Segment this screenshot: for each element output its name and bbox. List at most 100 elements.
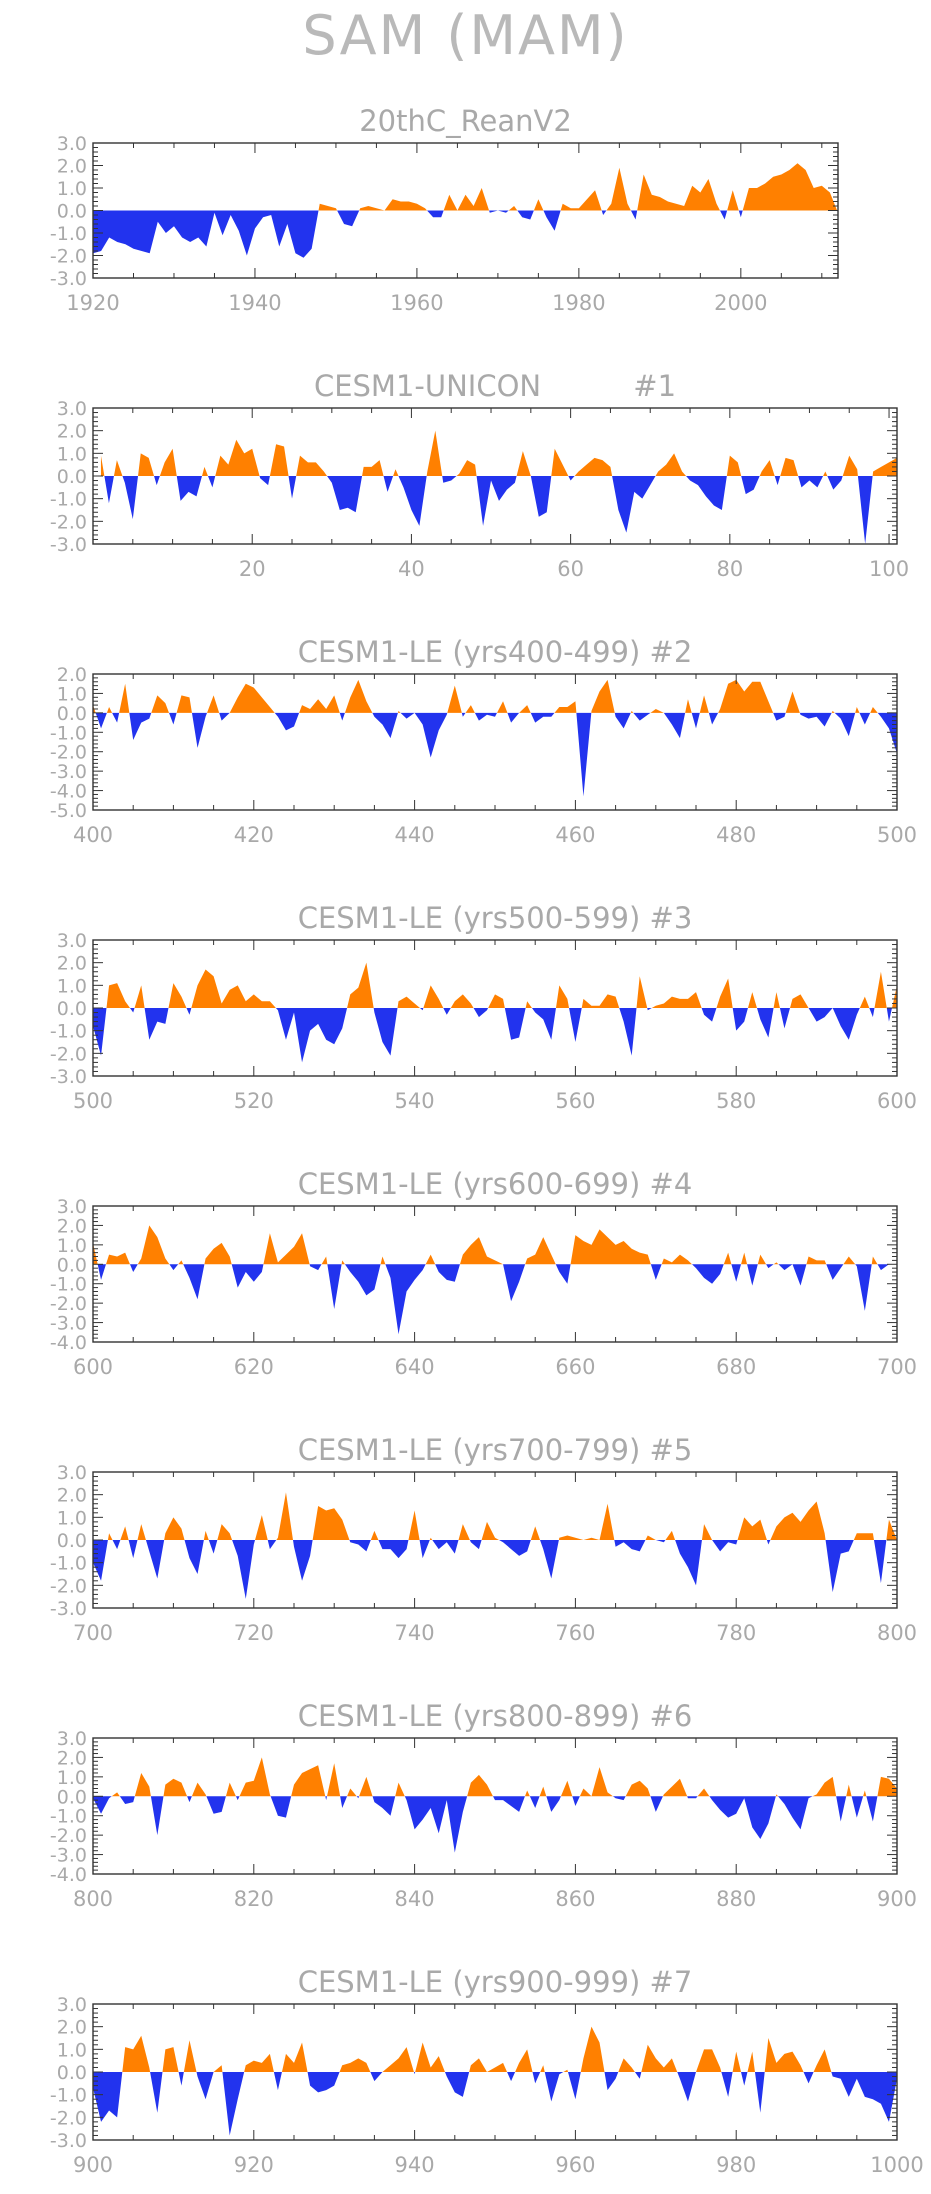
x-tick-label: 500: [73, 1089, 113, 1113]
y-tick-label: -3.0: [50, 1598, 87, 1620]
panel-title: CESM1-LE (yrs400-499) #2: [298, 635, 693, 669]
y-tick-label: 0.0: [57, 703, 87, 725]
negative-area: [93, 1540, 897, 1599]
negative-area: [93, 712, 897, 797]
x-tick-label: 720: [234, 1621, 274, 1645]
x-tick-label: 680: [716, 1355, 756, 1379]
x-tick-label: 2000: [714, 291, 767, 315]
x-tick-label: 420: [234, 823, 274, 847]
panel-title: CESM1-LE (yrs900-999) #7: [298, 1965, 693, 1999]
y-tick-label: 3.0: [57, 133, 87, 155]
x-tick-label: 60: [557, 557, 584, 581]
x-tick-label: 80: [716, 557, 743, 581]
x-tick-label: 600: [73, 1355, 113, 1379]
y-tick-label: -2.0: [50, 511, 87, 533]
positive-area: [100, 430, 898, 476]
x-tick-label: 20: [239, 557, 266, 581]
y-tick-label: 1.0: [57, 1235, 87, 1257]
negative-area: [93, 1008, 897, 1063]
x-tick-label: 840: [395, 1887, 435, 1911]
y-tick-label: 2.0: [57, 953, 87, 975]
y-tick-label: 0.0: [57, 998, 87, 1020]
y-tick-label: -3.0: [50, 268, 87, 290]
negative-area: [93, 2072, 897, 2136]
y-tick-label: 1.0: [57, 683, 87, 705]
x-tick-label: 900: [73, 2153, 113, 2177]
x-tick-label: 560: [555, 1089, 595, 1113]
y-tick-label: -3.0: [50, 534, 87, 556]
y-tick-label: -2.0: [50, 1293, 87, 1315]
y-tick-label: -5.0: [50, 800, 87, 822]
x-tick-label: 700: [73, 1621, 113, 1645]
positive-area: [93, 679, 897, 713]
y-tick-label: -2.0: [50, 1575, 87, 1597]
x-tick-label: 400: [73, 823, 113, 847]
y-tick-label: 0.0: [57, 1254, 87, 1276]
y-tick-label: 0.0: [57, 466, 87, 488]
y-tick-label: 1.0: [57, 1507, 87, 1529]
y-tick-label: 3.0: [57, 1994, 87, 2016]
positive-area: [93, 1492, 897, 1540]
negative-area: [93, 1796, 897, 1853]
y-tick-label: 3.0: [57, 1728, 87, 1750]
x-tick-label: 440: [395, 823, 435, 847]
y-tick-label: -1.0: [50, 1553, 87, 1575]
y-tick-label: -1.0: [50, 1806, 87, 1828]
y-tick-label: -3.0: [50, 1313, 87, 1335]
y-tick-label: 3.0: [57, 398, 87, 420]
y-tick-label: -1.0: [50, 489, 87, 511]
x-tick-label: 1940: [228, 291, 281, 315]
negative-area: [100, 476, 898, 544]
y-tick-label: -1.0: [50, 223, 87, 245]
positive-area: [93, 1757, 897, 1797]
x-tick-label: 980: [716, 2153, 756, 2177]
x-tick-label: 1000: [870, 2153, 923, 2177]
y-tick-label: -3.0: [50, 2130, 87, 2152]
y-tick-label: 3.0: [57, 930, 87, 952]
figure-title: SAM (MAM): [302, 4, 629, 67]
negative-area: [93, 210, 838, 258]
plot-frame: [92, 673, 898, 811]
y-tick-label: -1.0: [50, 1021, 87, 1043]
panel-title: CESM1-UNICON #1: [314, 369, 676, 403]
y-tick-label: -1.0: [50, 2085, 87, 2107]
y-tick-label: 2.0: [57, 421, 87, 443]
x-tick-label: 800: [73, 1887, 113, 1911]
y-tick-label: 2.0: [57, 1485, 87, 1507]
panel-title: CESM1-LE (yrs800-899) #6: [298, 1699, 693, 1733]
positive-area: [93, 1225, 897, 1265]
x-tick-label: 1980: [552, 291, 605, 315]
y-tick-label: 0.0: [57, 201, 87, 223]
x-tick-label: 960: [555, 2153, 595, 2177]
y-tick-label: 1.0: [57, 178, 87, 200]
x-tick-label: 700: [877, 1355, 917, 1379]
x-tick-label: 640: [395, 1355, 435, 1379]
y-tick-label: 2.0: [57, 156, 87, 178]
x-tick-label: 100: [869, 557, 909, 581]
y-tick-label: 2.0: [57, 664, 87, 686]
y-tick-label: -2.0: [50, 1043, 87, 1065]
x-tick-label: 40: [398, 557, 425, 581]
y-tick-label: -3.0: [50, 761, 87, 783]
y-tick-label: 3.0: [57, 1462, 87, 1484]
y-tick-label: -2.0: [50, 246, 87, 268]
positive-area: [93, 163, 838, 211]
x-tick-label: 880: [716, 1887, 756, 1911]
panel-title: CESM1-LE (yrs700-799) #5: [298, 1433, 693, 1467]
x-tick-label: 1920: [66, 291, 119, 315]
y-tick-label: 0.0: [57, 1530, 87, 1552]
x-tick-label: 900: [877, 1887, 917, 1911]
negative-area: [93, 1264, 897, 1335]
y-tick-label: -1.0: [50, 722, 87, 744]
y-tick-label: -4.0: [50, 781, 87, 803]
x-tick-label: 780: [716, 1621, 756, 1645]
x-tick-label: 740: [395, 1621, 435, 1645]
panel-title: CESM1-LE (yrs600-699) #4: [298, 1167, 693, 1201]
x-tick-label: 820: [234, 1887, 274, 1911]
y-tick-label: 2.0: [57, 1747, 87, 1769]
x-tick-label: 620: [234, 1355, 274, 1379]
y-tick-label: -2.0: [50, 1825, 87, 1847]
y-tick-label: -4.0: [50, 1332, 87, 1354]
y-tick-label: 1.0: [57, 1767, 87, 1789]
